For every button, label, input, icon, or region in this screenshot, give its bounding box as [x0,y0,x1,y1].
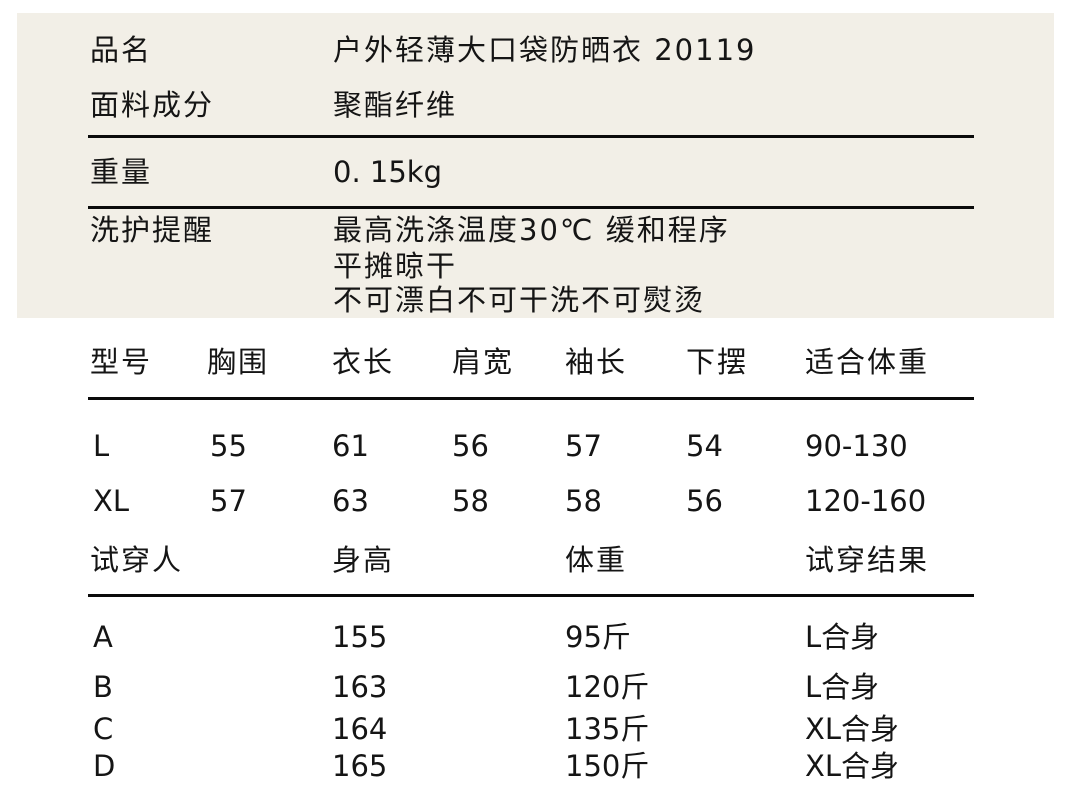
size-cell-hem: 56 [686,484,723,518]
fit-cell-result: XL合身 [805,749,900,783]
care-label: 洗护提醒 [90,213,215,247]
fit-cell-height: 165 [332,749,388,783]
size-cell-length: 61 [332,429,369,463]
size-col-header-chest: 胸围 [207,345,270,379]
size-col-header-sleeve: 袖长 [565,345,628,379]
fit-col-header-result: 试穿结果 [805,543,930,577]
fabric-value: 聚酯纤维 [333,88,458,122]
size-cell-sleeve: 57 [565,429,602,463]
weight-label: 重量 [90,155,153,189]
size-cell-model: XL [93,484,130,518]
size-col-header-model: 型号 [90,345,153,379]
size-cell-length: 63 [332,484,369,518]
fit-cell-person: A [93,620,113,654]
care-line: 最高洗涤温度30℃ 缓和程序 [333,213,730,247]
fit-cell-height: 163 [332,670,388,704]
fit-col-header-height: 身高 [332,543,395,577]
fit-col-header-person: 试穿人 [90,543,184,577]
care-line: 不可漂白不可干洗不可熨烫 [333,283,706,317]
fabric-label: 面料成分 [90,88,215,122]
size-col-header-hem: 下摆 [686,345,749,379]
size-cell-chest: 55 [210,429,247,463]
fit-col-header-weight: 体重 [565,543,628,577]
fit-cell-person: D [93,749,116,783]
size-cell-sleeve: 58 [565,484,602,518]
fit-cell-result: XL合身 [805,712,900,746]
size-col-header-shoulder: 肩宽 [452,345,515,379]
fit-cell-weight: 120斤 [565,670,650,704]
size-col-header-weight-range: 适合体重 [805,345,930,379]
size-cell-weight-range: 90-130 [805,429,908,463]
fit-cell-height: 155 [332,620,388,654]
size-cell-chest: 57 [210,484,247,518]
weight-value: 0. 15kg [333,155,442,189]
size-cell-shoulder: 58 [452,484,489,518]
divider-line [88,135,974,138]
size-cell-shoulder: 56 [452,429,489,463]
product-info-panel [17,13,1054,318]
divider-line [88,397,974,400]
fit-cell-person: B [93,670,113,704]
care-line: 平摊晾干 [333,249,458,283]
size-cell-model: L [93,429,110,463]
size-cell-weight-range: 120-160 [805,484,927,518]
divider-line [88,594,974,597]
fit-cell-weight: 135斤 [565,712,650,746]
product-name-value: 户外轻薄大口袋防晒衣 20119 [333,33,757,67]
fit-cell-height: 164 [332,712,388,746]
fit-cell-weight: 95斤 [565,620,631,654]
size-col-header-length: 衣长 [332,345,395,379]
size-cell-hem: 54 [686,429,723,463]
fit-cell-weight: 150斤 [565,749,650,783]
fit-cell-result: L合身 [805,670,880,704]
fit-cell-result: L合身 [805,620,880,654]
product-name-label: 品名 [90,33,153,67]
divider-line [88,206,974,209]
fit-cell-person: C [93,712,114,746]
